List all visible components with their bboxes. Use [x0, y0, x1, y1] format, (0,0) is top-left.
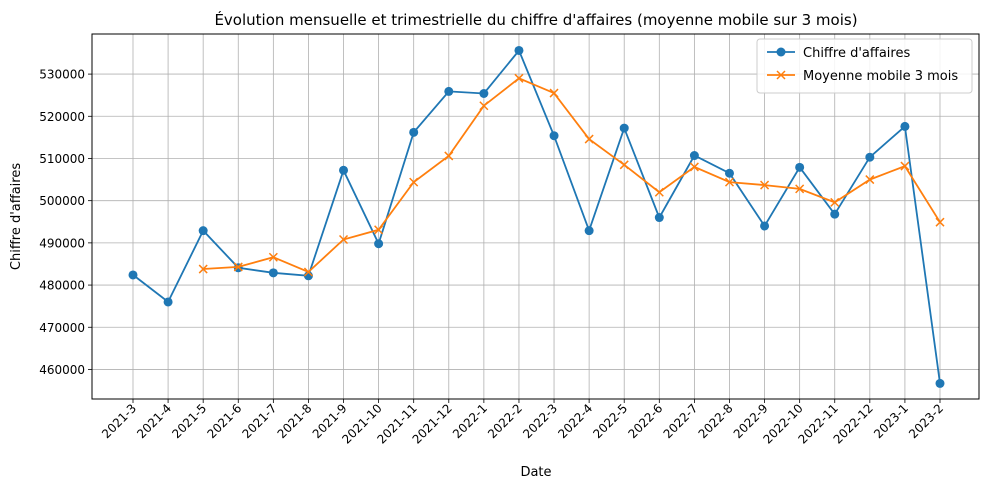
x-tick-label: 2022-6 — [625, 401, 665, 441]
data-point — [584, 134, 594, 144]
data-point — [198, 264, 208, 274]
data-point — [900, 121, 910, 131]
series-line-0 — [132, 48, 941, 384]
chart-title: Évolution mensuelle et trimestrielle du … — [214, 10, 857, 29]
x-tick-label: 2022-8 — [696, 401, 736, 441]
data-point — [479, 88, 489, 98]
data-point — [374, 239, 384, 249]
data-point — [584, 226, 594, 236]
data-point — [724, 177, 735, 187]
y-tick-label: 530000 — [39, 68, 85, 82]
data-point — [935, 378, 945, 388]
data-point — [865, 152, 875, 162]
x-tick-label: 2021-7 — [240, 401, 280, 441]
x-tick-label: 2022-4 — [555, 401, 595, 441]
data-point — [724, 168, 734, 178]
data-point — [654, 187, 664, 197]
data-point — [830, 209, 840, 219]
data-point — [444, 86, 454, 96]
legend-swatch-marker-ca — [776, 47, 786, 57]
data-point — [233, 262, 243, 272]
data-point — [795, 162, 805, 172]
data-point — [479, 101, 489, 111]
y-tick-label: 500000 — [39, 194, 85, 208]
data-point — [935, 217, 945, 227]
y-axis-label: Chiffre d'affaires — [9, 163, 24, 270]
data-point — [268, 268, 278, 278]
data-point — [338, 234, 349, 245]
data-point — [689, 151, 699, 161]
x-tick-label: 2022-3 — [520, 401, 560, 441]
data-point — [865, 175, 875, 185]
data-point — [444, 151, 454, 161]
x-tick-label: 2021-4 — [134, 401, 174, 441]
data-point — [795, 184, 805, 194]
legend-box — [756, 38, 973, 94]
data-point — [374, 225, 384, 235]
legend-swatch-marker-ma — [776, 70, 786, 80]
data-point — [409, 127, 419, 137]
x-tick-label: 2022-7 — [661, 401, 701, 441]
x-axis-ticks: 2021-32021-42021-52021-62021-72021-82021… — [99, 399, 946, 447]
legend-label-ca: Chiffre d'affaires — [803, 46, 910, 61]
series-layer — [128, 45, 945, 388]
x-tick-label: 2023-1 — [871, 401, 911, 441]
x-axis-label: Date — [520, 465, 551, 480]
x-tick-label: 2022-2 — [485, 401, 525, 441]
y-tick-label: 470000 — [39, 321, 85, 335]
data-point — [514, 73, 524, 83]
data-point — [760, 221, 770, 231]
data-point — [268, 252, 278, 262]
data-point — [549, 88, 559, 98]
data-point — [339, 165, 349, 175]
y-tick-label: 480000 — [39, 279, 85, 293]
data-point — [163, 297, 173, 307]
x-tick-label: 2021-3 — [99, 401, 139, 441]
data-point — [760, 180, 770, 190]
data-point — [198, 226, 208, 236]
legend-label-ma: Moyenne mobile 3 mois — [803, 69, 958, 84]
data-point — [830, 197, 840, 207]
data-point — [514, 45, 524, 55]
y-tick-label: 520000 — [39, 110, 85, 124]
data-point — [549, 131, 559, 141]
data-point — [409, 177, 419, 187]
x-tick-label: 2023-2 — [906, 401, 946, 441]
x-tick-label: 2021-6 — [204, 401, 244, 441]
data-point — [303, 267, 313, 277]
legend: Chiffre d'affaires Moyenne mobile 3 mois — [756, 38, 973, 94]
y-tick-label: 490000 — [39, 236, 85, 250]
data-point — [619, 160, 629, 170]
y-tick-label: 510000 — [39, 152, 85, 166]
x-tick-label: 2021-5 — [169, 401, 209, 441]
data-point — [619, 123, 629, 133]
data-point — [654, 213, 664, 223]
x-tick-label: 2021-8 — [275, 401, 315, 441]
data-point — [689, 162, 699, 172]
x-tick-label: 2022-5 — [590, 401, 630, 441]
series-line-1 — [203, 77, 941, 274]
plot-frame — [91, 33, 980, 400]
y-axis-ticks: 460000 470000 480000 490000 500000 510000 5200… — [39, 68, 92, 377]
x-tick-label: 2022-1 — [450, 401, 490, 441]
y-tick-label: 460000 — [39, 363, 85, 377]
data-point — [900, 161, 910, 171]
data-point — [128, 270, 138, 280]
